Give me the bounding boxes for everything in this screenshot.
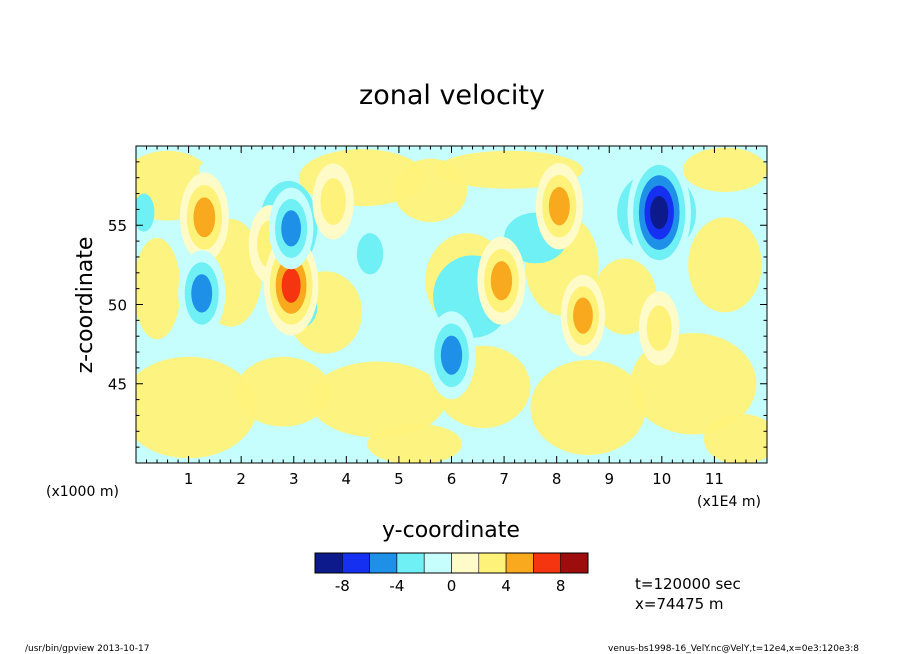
x-tick-label: 11 [705, 470, 724, 488]
colorbar-swatch [423, 552, 452, 574]
colorbar-label: -4 [389, 577, 404, 595]
background-band [356, 233, 384, 275]
colorbar-label: 8 [556, 577, 566, 595]
footer-right: venus-bs1998-16_VelY.nc@VelY,t=12e4,x=0e… [608, 644, 859, 654]
velocity-feature [268, 187, 314, 270]
contour-shell [548, 187, 570, 226]
contour-shell [650, 195, 669, 230]
x-tick-label: 5 [394, 470, 404, 488]
background-band [136, 193, 155, 232]
contour-shell [191, 274, 213, 313]
velocity-feature [638, 291, 680, 366]
background-band [393, 158, 468, 223]
colorbar-swatch [560, 552, 589, 574]
background-band [703, 413, 767, 463]
velocity-feature [178, 250, 226, 337]
x-axis-label: y-coordinate [382, 518, 520, 543]
x-tick-label: 10 [652, 470, 671, 488]
velocity-features [178, 154, 691, 400]
contour-shell [573, 297, 593, 334]
y-axis-label: z-coordinate [73, 237, 98, 374]
velocity-feature [560, 274, 606, 357]
background-band [367, 423, 463, 463]
x-tick-label: 8 [552, 470, 562, 488]
y-tick-label: 45 [108, 376, 127, 394]
colorbar-swatch [533, 552, 562, 574]
velocity-feature [627, 154, 691, 271]
background-band [136, 356, 257, 459]
contour-shell [490, 261, 513, 301]
colorbar-swatch [369, 552, 398, 574]
colorbar-label: 0 [447, 577, 457, 595]
colorbar: -8 -4 0 4 8 [314, 552, 589, 595]
velocity-feature [179, 172, 229, 263]
background-band [136, 237, 181, 340]
contour-shell [646, 305, 672, 352]
contour-shell [320, 178, 346, 225]
footer-left: /usr/bin/gpview 2013-10-17 [25, 644, 149, 654]
y-tick-label: 50 [108, 296, 127, 314]
x-tick-label: 6 [447, 470, 457, 488]
x-tick-label: 4 [342, 470, 352, 488]
contour-shell [281, 210, 302, 247]
plot-area [136, 146, 767, 463]
contour-shell [440, 335, 463, 375]
time-annotation: t=120000 sec [635, 575, 741, 593]
position-annotation: x=74475 m [635, 595, 724, 613]
colorbar-swatch [341, 552, 370, 574]
colorbar-swatch [396, 552, 425, 574]
contour-shell [281, 268, 301, 303]
colorbar-label: -8 [335, 577, 350, 595]
colorbar-swatch [478, 552, 507, 574]
x-tick-label: 7 [499, 470, 509, 488]
colorbar-frame [314, 552, 589, 574]
x-tick-label: 2 [236, 470, 246, 488]
contour-shell [193, 197, 216, 238]
colorbar-swatch [314, 552, 343, 574]
colorbar-swatch [505, 552, 534, 574]
background-band [682, 147, 767, 192]
velocity-feature [427, 311, 476, 400]
colorbar-label: 4 [501, 577, 511, 595]
background-band [688, 217, 762, 313]
background-band [530, 359, 647, 456]
axis-ticks [135, 145, 768, 464]
velocity-feature [535, 163, 583, 250]
x-unit-left: (x1000 m) [46, 484, 119, 500]
x-tick-label: 3 [289, 470, 299, 488]
background-band [235, 356, 331, 427]
background-band [309, 361, 447, 438]
velocity-feature [312, 163, 354, 240]
background-band [199, 150, 305, 189]
x-tick-label: 1 [184, 470, 194, 488]
chart-title: zonal velocity [359, 80, 545, 111]
y-tick-label: 55 [108, 217, 127, 235]
colorbar-swatch [451, 552, 480, 574]
x-unit-right: (x1E4 m) [697, 494, 761, 510]
x-tick-label: 9 [605, 470, 615, 488]
velocity-feature [477, 236, 526, 325]
